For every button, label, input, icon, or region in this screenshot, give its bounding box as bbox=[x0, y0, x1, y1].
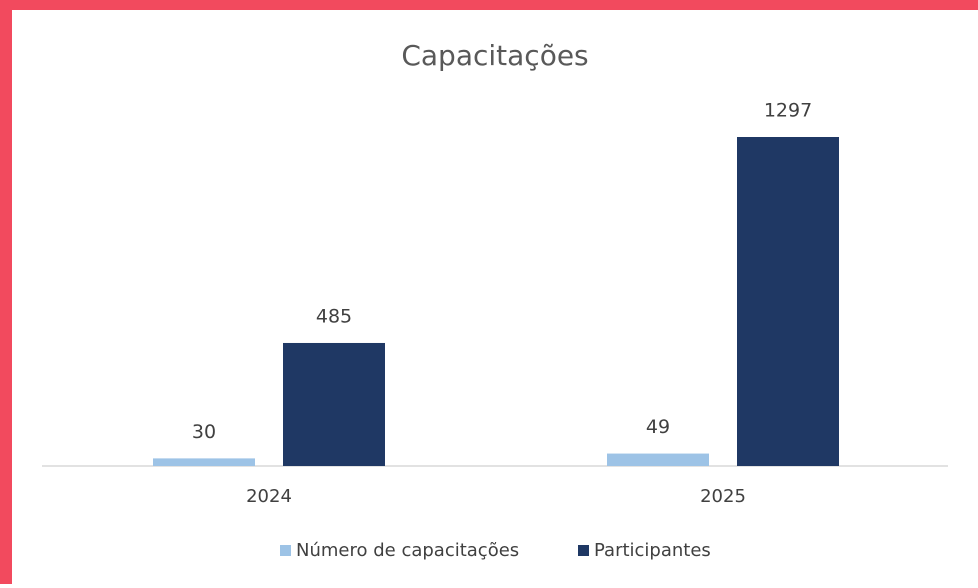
data-label: 485 bbox=[316, 305, 352, 327]
bar bbox=[607, 453, 709, 466]
bar bbox=[737, 137, 839, 466]
legend-swatch bbox=[578, 545, 589, 556]
legend-label: Participantes bbox=[594, 540, 711, 561]
legend-label: Número de capacitações bbox=[296, 540, 519, 561]
bar bbox=[283, 342, 385, 466]
data-label: 49 bbox=[646, 416, 670, 438]
x-tick-label: 2025 bbox=[700, 486, 746, 507]
bar bbox=[153, 458, 255, 466]
data-label: 1297 bbox=[764, 100, 812, 122]
data-label: 30 bbox=[192, 421, 216, 443]
chart-title: Capacitações bbox=[401, 39, 588, 72]
x-tick-label: 2024 bbox=[246, 486, 292, 507]
legend-swatch bbox=[280, 545, 291, 556]
